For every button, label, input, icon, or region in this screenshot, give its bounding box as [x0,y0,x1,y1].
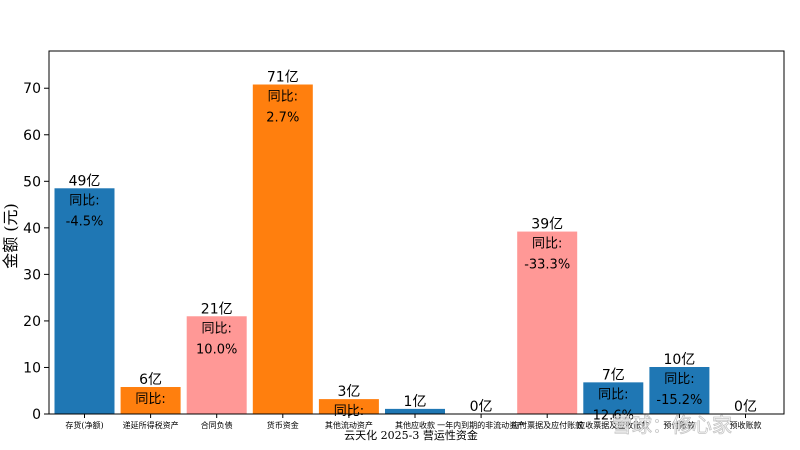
y-tick-label: 20 [23,314,41,330]
bar-yoy-prefix: 同比: [664,372,694,387]
bar-value-label: 49亿 [69,173,101,189]
watermark: 雪球：修心家 [612,413,733,438]
x-axis-title: 云天化 2025-3 营运性资金 [344,428,478,442]
y-tick-label: 60 [23,128,41,144]
bar-value-label: 0亿 [734,399,757,415]
category-label: 递延所得税资产 [123,420,179,430]
y-tick-label: 70 [23,81,41,97]
bar [54,188,115,414]
bar [649,366,710,414]
bar [120,387,181,414]
bar-yoy-prefix: 同比: [135,392,165,407]
bar-value-label: 1亿 [404,394,427,410]
category-label: 合同负债 [201,420,233,430]
y-tick-label: 50 [23,174,41,190]
bar-value-label: 10亿 [663,352,695,368]
bar-yoy-prefix: 同比: [532,237,562,252]
bar-value-label: 3亿 [337,384,360,400]
bar-yoy-prefix: 同比: [268,90,298,105]
category-label: 预付账款 [663,420,695,430]
plot-frame [48,50,785,415]
y-tick-label: 0 [32,407,41,423]
bar-value-label: 7亿 [602,367,625,383]
y-tick-label: 30 [23,267,41,283]
bar-value-label: 21亿 [201,301,233,317]
bar-yoy-value: -33.3% [524,258,570,273]
bar [186,316,247,414]
bar [252,84,313,414]
category-label: 货币资金 [267,420,299,430]
bar-value-label: 39亿 [531,217,563,233]
watermark-text: 雪球：修心家 [612,413,732,437]
bar-yoy-value: -15.2% [656,393,702,408]
y-tick-label: 10 [23,360,41,376]
bar [583,382,644,414]
bar [517,231,578,414]
category-label: 存货(净额) [65,420,103,430]
bar-yoy-prefix: 同比: [334,404,364,419]
category-label: 预收账款 [730,420,762,430]
category-label: 其他应收款 [395,420,435,430]
bar [318,399,379,414]
category-label: 应收票据及应收账款 [577,420,649,430]
labels-layer: 49亿同比:-4.5%6亿同比:21亿同比:10.0%71亿同比:2.7%3亿同… [66,70,757,424]
category-label: 其他流动资产 [325,420,373,430]
x-axis: 存货(净额) 递延所得税资产 合同负债 货币资金 其他流动资产 其他应收款 一年内到期的非流… [65,414,762,430]
y-tick-label: 40 [23,221,41,237]
bar-yoy-value: -4.5% [66,214,104,229]
bar-value-label: 71亿 [267,70,299,86]
bar-yoy-prefix: 同比: [69,193,99,208]
bar [385,408,445,414]
bar-yoy-value: 10.0% [196,342,237,357]
y-axis: 0 10 20 30 40 50 60 70 [23,81,49,423]
bar-value-label: 0亿 [470,399,493,415]
bar-value-label: 6亿 [139,372,162,388]
category-label: 应付票据及应付账款 [511,420,583,430]
category-label: 一年内到期的非流动资产 [437,420,525,430]
bars-layer [54,84,710,414]
bar-yoy-value: 2.7% [266,111,299,126]
y-axis-title: 金额 (元) [1,203,20,269]
bar-yoy-prefix: 同比: [598,387,628,402]
bar-yoy-prefix: 同比: [202,321,232,336]
